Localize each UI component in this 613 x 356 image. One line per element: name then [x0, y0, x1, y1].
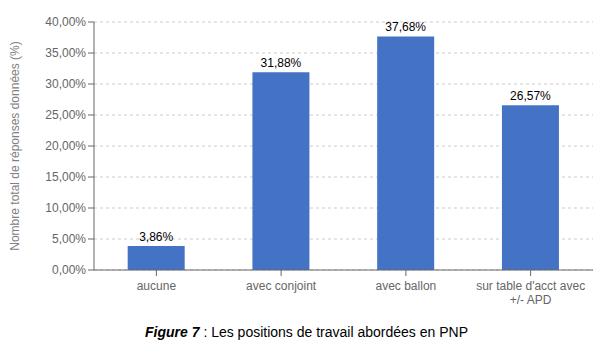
svg-text:31,88%: 31,88%	[261, 56, 302, 70]
svg-text:30,00%: 30,00%	[45, 77, 86, 91]
svg-text:aucune: aucune	[137, 279, 177, 293]
svg-text:26,57%: 26,57%	[510, 89, 551, 103]
svg-text:sur table d'acct avec+/- APD: sur table d'acct avec+/- APD	[476, 279, 585, 307]
svg-text:25,00%: 25,00%	[45, 108, 86, 122]
svg-text:avec ballon: avec ballon	[376, 279, 437, 293]
svg-text:35,00%: 35,00%	[45, 46, 86, 60]
html-text:Figure 7 : Les positions de tr: Figure 7 : Les positions de travail abor…	[145, 324, 468, 340]
svg-text:40,00%: 40,00%	[45, 15, 86, 29]
svg-text:5,00%: 5,00%	[52, 232, 86, 246]
svg-text:37,68%: 37,68%	[385, 20, 426, 34]
svg-text:avec conjoint: avec conjoint	[246, 279, 317, 293]
svg-text:3,86%: 3,86%	[139, 230, 173, 244]
svg-text:10,00%: 10,00%	[45, 201, 86, 215]
svg-text:Nombre total de réponses donné: Nombre total de réponses données (%)	[8, 41, 22, 250]
svg-text:0,00%: 0,00%	[52, 263, 86, 277]
svg-text:15,00%: 15,00%	[45, 170, 86, 184]
svg-text:20,00%: 20,00%	[45, 139, 86, 153]
